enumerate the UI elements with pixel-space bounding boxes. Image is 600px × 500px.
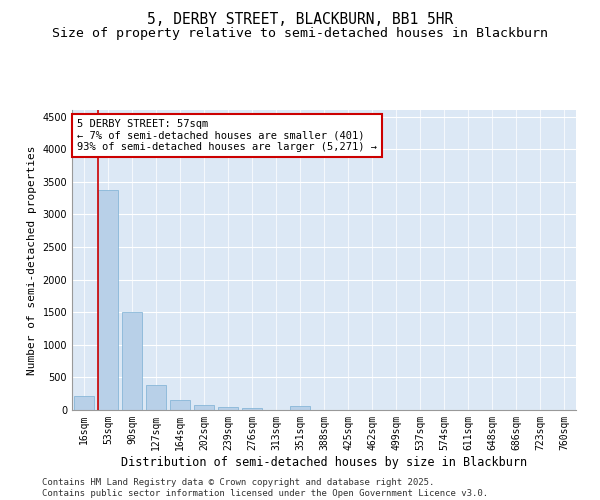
X-axis label: Distribution of semi-detached houses by size in Blackburn: Distribution of semi-detached houses by … (121, 456, 527, 468)
Bar (122, 312, 142, 410)
Text: 5, DERBY STREET, BLACKBURN, BB1 5HR: 5, DERBY STREET, BLACKBURN, BB1 5HR (147, 12, 453, 28)
Bar (290, 406, 310, 410)
Bar (218, 407, 238, 410)
Bar (194, 405, 214, 410)
Y-axis label: Number of semi-detached properties: Number of semi-detached properties (27, 145, 37, 375)
Bar (98, 190, 118, 410)
Bar (242, 408, 262, 410)
Text: 5 DERBY STREET: 57sqm
← 7% of semi-detached houses are smaller (401)
93% of semi: 5 DERBY STREET: 57sqm ← 7% of semi-detac… (77, 119, 377, 152)
Bar (170, 400, 190, 410)
Text: Size of property relative to semi-detached houses in Blackburn: Size of property relative to semi-detach… (52, 28, 548, 40)
Bar (146, 384, 166, 410)
Bar (74, 396, 94, 410)
Text: Contains HM Land Registry data © Crown copyright and database right 2025.
Contai: Contains HM Land Registry data © Crown c… (42, 478, 488, 498)
